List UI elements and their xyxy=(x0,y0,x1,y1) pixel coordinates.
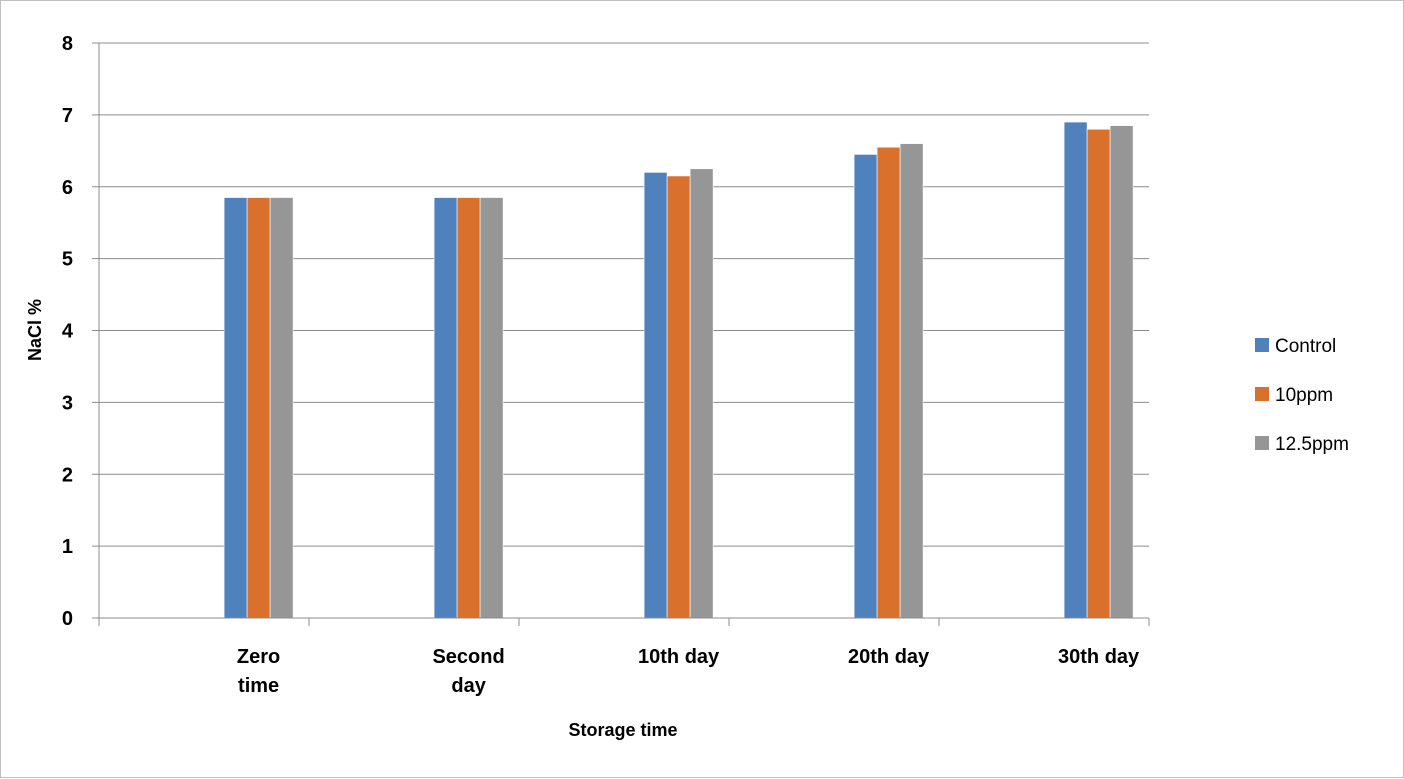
bars xyxy=(223,121,1134,619)
x-category-label: day xyxy=(451,675,486,697)
bar xyxy=(479,197,504,619)
legend-swatch xyxy=(1255,436,1269,450)
bar xyxy=(689,168,714,619)
bar xyxy=(433,197,458,619)
bar xyxy=(666,175,691,619)
legend-label: 12.5ppm xyxy=(1275,434,1349,455)
y-tick-label: 8 xyxy=(62,33,73,55)
legend-swatch xyxy=(1255,338,1269,352)
x-category-label: Second xyxy=(432,646,504,668)
bar xyxy=(643,172,668,619)
y-tick-label: 4 xyxy=(62,321,74,343)
bar xyxy=(269,197,294,619)
legend-swatch xyxy=(1255,387,1269,401)
bar xyxy=(899,143,924,619)
y-tick-label: 3 xyxy=(62,392,73,414)
legend-label: 10ppm xyxy=(1275,385,1333,406)
y-tick-label: 6 xyxy=(62,177,73,199)
y-axis-title: NaCl % xyxy=(25,299,45,361)
y-tick-label: 5 xyxy=(62,249,73,271)
bar xyxy=(876,146,901,619)
y-axis-ticks: 0 1 2 3 4 5 6 7 8 xyxy=(62,33,74,630)
bar xyxy=(223,197,248,619)
x-axis-title: Storage time xyxy=(568,720,677,740)
x-axis-categories: Zero time Second day 10th day 20th day 30th da… xyxy=(237,646,1140,697)
x-category-label: 20th day xyxy=(848,646,930,668)
bar xyxy=(853,154,878,619)
x-category-label: 10th day xyxy=(638,646,720,668)
bar xyxy=(456,197,481,619)
legend-label: Control xyxy=(1275,336,1336,357)
x-category-label: time xyxy=(238,675,279,697)
x-axis xyxy=(98,43,1150,626)
x-category-label: Zero xyxy=(237,646,280,668)
bar xyxy=(246,197,271,619)
y-tick-label: 0 xyxy=(62,608,73,630)
bar xyxy=(1109,125,1134,619)
y-tick-label: 7 xyxy=(62,105,73,127)
x-category-label: 30th day xyxy=(1058,646,1140,668)
bar xyxy=(1063,121,1088,619)
legend: Control 10ppm 12.5ppm xyxy=(1255,336,1349,455)
y-tick-label: 2 xyxy=(62,464,73,486)
bar xyxy=(1086,128,1111,619)
y-tick-label: 1 xyxy=(62,536,73,558)
